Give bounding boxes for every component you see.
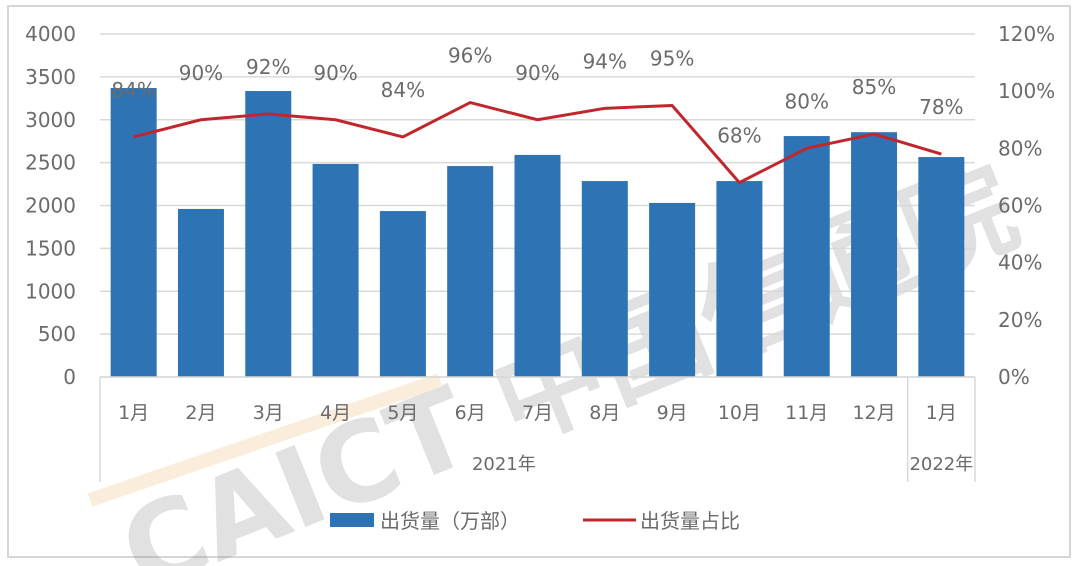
x-tick-label: 11月	[785, 402, 828, 424]
data-label: 90%	[313, 61, 357, 85]
x-group-label: 2021年	[472, 454, 536, 475]
data-labels: 84% 90% 92% 90% 84% 96% 90% 94% 95% 68% 80% 85% 78%	[111, 44, 963, 148]
x-tick-label: 6月	[455, 402, 486, 424]
data-label: 85%	[852, 75, 896, 99]
x-tick-label: 1月	[118, 402, 149, 424]
legend-bar-label: 出货量（万部）	[380, 509, 520, 533]
y-axis-left: 0 500 1000 1500 2000 2500 3000 3500 4000	[25, 22, 76, 389]
data-label: 80%	[785, 89, 829, 113]
bar	[851, 132, 898, 377]
x-tick-label: 5月	[387, 402, 418, 424]
bar	[514, 154, 561, 377]
x-group-label: 2022年	[909, 454, 973, 475]
y-left-tick-label: 4000	[25, 22, 76, 46]
data-label: 78%	[919, 95, 963, 119]
legend-bar-swatch	[330, 513, 374, 527]
x-tick-label: 7月	[522, 402, 553, 424]
bar	[177, 208, 224, 377]
data-label: 92%	[246, 55, 290, 79]
y-left-tick-label: 3500	[25, 65, 76, 89]
bar	[312, 163, 359, 377]
data-label: 84%	[111, 78, 155, 102]
share-line	[133, 101, 942, 185]
bar	[581, 181, 628, 377]
data-label: 90%	[515, 61, 559, 85]
data-label: 90%	[179, 61, 223, 85]
y-right-tick-label: 0%	[998, 365, 1030, 389]
data-label: 95%	[650, 46, 694, 70]
bar	[918, 157, 965, 377]
x-tick-label: 8月	[589, 402, 620, 424]
line-series	[133, 101, 942, 185]
x-tick-label: 9月	[657, 402, 688, 424]
y-right-tick-label: 80%	[998, 136, 1042, 160]
data-label: 96%	[448, 44, 492, 68]
bar-series	[110, 88, 965, 378]
y-right-tick-label: 20%	[998, 308, 1042, 332]
y-left-tick-label: 3000	[25, 108, 76, 132]
data-label: 68%	[717, 124, 761, 148]
x-tick-label: 3月	[253, 402, 284, 424]
bar	[379, 211, 426, 377]
y-left-tick-label: 1500	[25, 236, 76, 260]
bar	[245, 91, 292, 378]
y-left-tick-label: 2500	[25, 151, 76, 175]
bar	[447, 166, 494, 377]
y-left-tick-label: 500	[38, 322, 76, 346]
y-right-tick-label: 40%	[998, 251, 1042, 275]
x-tick-label: 1月	[926, 402, 957, 424]
x-axis: 1月 2月 3月 4月 5月 6月 7月 8月 9月 10月 11月 12月 1月 2021年 2022年	[99, 376, 976, 482]
data-label: 94%	[583, 49, 627, 73]
x-tick-label: 10月	[718, 402, 761, 424]
x-tick-label: 4月	[320, 402, 351, 424]
legend: 出货量（万部） 出货量占比	[330, 509, 740, 533]
watermark-stripe	[87, 373, 443, 507]
y-axis-right: 0% 20% 40% 60% 80% 100% 120%	[998, 22, 1055, 389]
y-right-tick-label: 100%	[998, 79, 1055, 103]
y-right-tick-label: 120%	[998, 22, 1055, 46]
data-label: 84%	[381, 78, 425, 102]
bar	[783, 136, 830, 377]
legend-line-label: 出货量占比	[640, 509, 740, 533]
y-right-tick-label: 60%	[998, 194, 1042, 218]
y-left-tick-label: 1000	[25, 279, 76, 303]
x-tick-label: 12月	[852, 402, 895, 424]
x-tick-label: 2月	[185, 402, 216, 424]
y-left-tick-label: 0	[63, 365, 76, 389]
bar	[716, 181, 763, 377]
bar	[649, 202, 696, 377]
y-left-tick-label: 2000	[25, 194, 76, 218]
